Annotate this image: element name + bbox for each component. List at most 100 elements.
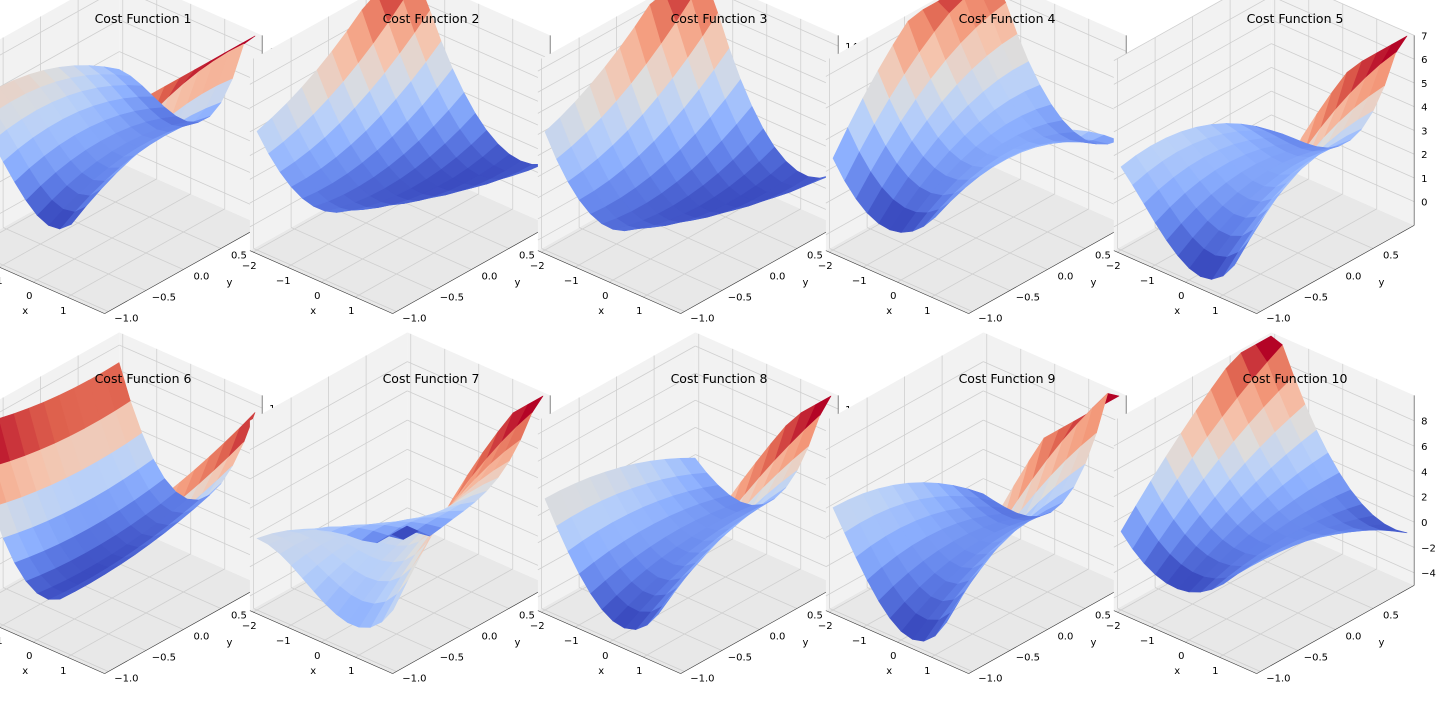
x-axis-line: [0, 267, 105, 314]
surface-facet: [967, 488, 995, 502]
y-tick-label: 0.5: [231, 611, 247, 622]
surface-facet: [403, 0, 431, 33]
x-tick-label: 0: [602, 291, 608, 302]
x-tick-label: −2: [530, 261, 545, 272]
x-tick-label: 1: [924, 306, 930, 317]
x-axis-label: x: [1174, 666, 1180, 677]
x-axis-label: x: [310, 306, 316, 317]
z-tick-label: 7: [1421, 31, 1427, 42]
y-gridline: [866, 227, 1011, 291]
x-axis-line: [1113, 610, 1257, 674]
subplot-5: Cost Function 5 −2 −1 0 1 x −1.0 −0.5 0.0 0.5 y 0 1 2…: [1106, 0, 1428, 325]
y-gridline: [541, 248, 685, 312]
surface: [544, 395, 832, 630]
subplot-title: Cost Function 4: [959, 11, 1056, 26]
x-tick-label: −1: [276, 636, 291, 647]
y-gridline: [253, 248, 397, 312]
z-tick-label: 5: [1421, 79, 1427, 90]
x-tick-label: 0: [1178, 291, 1184, 302]
x-axis-line: [825, 610, 969, 674]
x-tick-label: −1: [0, 636, 3, 647]
x-tick-label: 1: [1212, 306, 1218, 317]
z-tick-label: −2: [1421, 543, 1436, 554]
x-tick-label: −1: [276, 276, 291, 287]
y-tick-label: −1.0: [114, 314, 138, 325]
y-axis-label: y: [226, 278, 232, 289]
y-tick-label: 0.0: [193, 632, 209, 643]
x-tick-label: 0: [26, 651, 32, 662]
y-axis-label: y: [1090, 278, 1096, 289]
x-tick-label: 1: [348, 306, 354, 317]
x-tick-label: −2: [818, 621, 833, 632]
subplot-title: Cost Function 2: [383, 11, 480, 26]
y-gridline: [1154, 587, 1299, 651]
y-gridline: [829, 608, 973, 672]
y-tick-label: 0.5: [1095, 611, 1111, 622]
y-tick-label: −0.5: [728, 293, 752, 304]
y-tick-label: 0.0: [1057, 632, 1073, 643]
x-axis-line: [825, 250, 969, 314]
subplot-3: Cost Function 3−2−101x−1.0−0.50.00.5y−20…: [530, 0, 877, 325]
x-tick-label: −1: [852, 636, 867, 647]
y-gridline: [77, 185, 222, 249]
x-tick-label: −2: [818, 261, 833, 272]
y-gridline: [541, 608, 685, 672]
x-axis-label: x: [598, 306, 604, 317]
y-gridline: [2, 227, 147, 291]
subplot-title: Cost Function 7: [383, 371, 480, 386]
x-tick-label: 1: [60, 306, 66, 317]
y-tick-label: −1.0: [690, 674, 714, 685]
x-axis-label: x: [886, 306, 892, 317]
y-axis-line: [392, 225, 551, 314]
surface-facet: [1255, 335, 1283, 362]
x-tick-label: −1: [0, 276, 3, 287]
z-tick-label: 6: [1421, 55, 1427, 66]
subplot-title: Cost Function 10: [1243, 371, 1348, 386]
y-tick-label: 0.5: [1383, 611, 1399, 622]
x-tick-label: 0: [314, 651, 320, 662]
y-tick-label: 0.5: [807, 611, 823, 622]
subplot-title: Cost Function 3: [671, 11, 768, 26]
x-tick-label: −1: [564, 276, 579, 287]
surface-facet: [103, 362, 131, 411]
x-tick-label: −2: [1106, 261, 1121, 272]
x-axis-label: x: [1174, 306, 1180, 317]
y-axis-label: y: [802, 278, 808, 289]
subplot-title: Cost Function 5: [1247, 11, 1344, 26]
x-axis-line: [537, 250, 681, 314]
subplot-title: Cost Function 1: [95, 11, 192, 26]
x-axis-line: [0, 627, 105, 674]
y-tick-label: 0.5: [807, 251, 823, 262]
x-axis-line: [537, 610, 681, 674]
y-axis-label: y: [1090, 638, 1096, 649]
y-gridline: [1117, 248, 1261, 312]
y-tick-label: 0.5: [519, 611, 535, 622]
y-axis-line: [968, 585, 1127, 674]
y-tick-label: −0.5: [1304, 653, 1328, 664]
y-tick-label: 0.0: [1345, 272, 1361, 283]
y-tick-label: −0.5: [1016, 293, 1040, 304]
subplot-9: Cost Function 9−2−101x−1.0−0.50.00.5y012…: [818, 332, 1165, 685]
x-axis-label: x: [598, 666, 604, 677]
x-tick-label: −2: [1106, 621, 1121, 632]
y-axis-line: [680, 585, 839, 674]
surface: [832, 393, 1120, 642]
x-axis-label: x: [310, 666, 316, 677]
x-tick-label: −2: [242, 621, 257, 632]
surface-facet: [379, 0, 404, 23]
x-tick-label: 1: [636, 306, 642, 317]
x-tick-label: 0: [890, 291, 896, 302]
z-tick-label: 3: [1421, 126, 1427, 137]
y-axis-line: [968, 225, 1127, 314]
z-tick-label: 8: [1421, 417, 1427, 428]
y-axis-label: y: [1378, 278, 1384, 289]
y-tick-label: −1.0: [1266, 674, 1290, 685]
y-axis-label: y: [1378, 638, 1384, 649]
y-tick-label: −0.5: [728, 653, 752, 664]
y-gridline: [328, 206, 472, 270]
subplot-4: Cost Function 4−2−101x−1.0−0.50.00.5y−4−…: [818, 0, 1165, 325]
y-gridline: [578, 227, 723, 291]
x-tick-label: −2: [242, 261, 257, 272]
y-tick-label: −0.5: [440, 653, 464, 664]
